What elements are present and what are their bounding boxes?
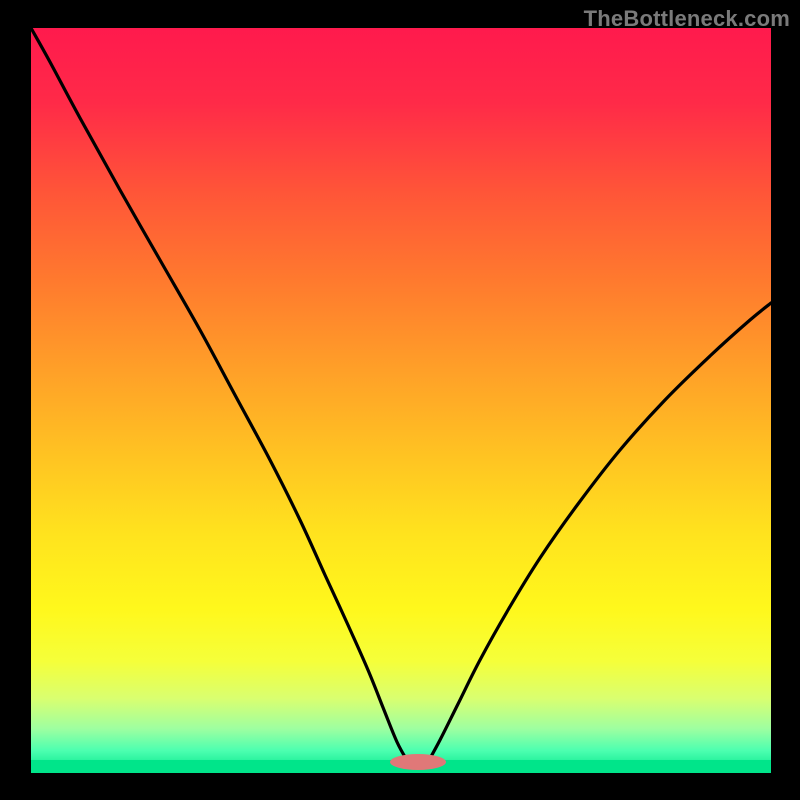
chart-container: TheBottleneck.com	[0, 0, 800, 800]
bottleneck-marker	[390, 754, 446, 770]
bottleneck-chart	[0, 0, 800, 800]
plot-gradient-background	[31, 28, 771, 773]
watermark-text: TheBottleneck.com	[584, 6, 790, 32]
